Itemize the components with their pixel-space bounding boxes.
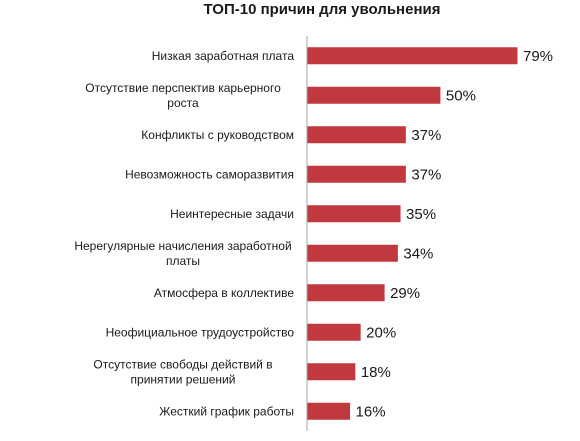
category-label: принятии решений (131, 372, 236, 386)
category-label: Неинтересные задачи (170, 207, 294, 221)
chart-title: ТОП-10 причин для увольнения (204, 1, 441, 18)
value-label: 34% (403, 245, 433, 262)
value-label: 35% (406, 206, 436, 223)
value-label: 20% (366, 324, 396, 341)
value-label: 37% (411, 127, 441, 144)
bar (307, 244, 398, 262)
category-label: Низкая заработная плата (152, 49, 295, 63)
bar (307, 205, 401, 223)
category-label: Невозможность саморазвития (125, 167, 294, 181)
bar (307, 126, 406, 144)
category-label: Жесткий график работы (159, 404, 294, 418)
category-label: роста (167, 96, 199, 110)
bar (307, 323, 361, 341)
bar (307, 402, 351, 420)
category-label: Неофициальное трудоустройство (106, 325, 295, 339)
category-label: Отсутствие свободы действий в (93, 357, 272, 371)
bar (307, 165, 406, 183)
value-label: 37% (411, 166, 441, 183)
value-label: 18% (361, 364, 391, 381)
bar (307, 284, 385, 302)
category-label: Атмосфера в коллективе (154, 286, 294, 300)
value-label: 29% (390, 285, 420, 302)
category-label: платы (166, 254, 200, 268)
bar (307, 363, 356, 381)
bar (307, 47, 518, 65)
category-label: Конфликты с руководством (141, 128, 294, 142)
value-label: 16% (356, 403, 386, 420)
category-label: Отсутствие перспектив карьерного (85, 81, 281, 95)
bar (307, 86, 441, 104)
value-label: 50% (446, 87, 476, 104)
category-label: Нерегулярные начисления заработной (74, 239, 291, 253)
value-label: 79% (523, 48, 553, 65)
